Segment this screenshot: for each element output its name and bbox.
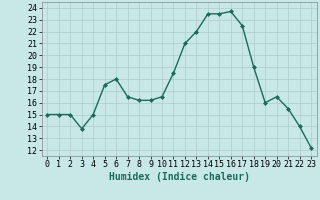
X-axis label: Humidex (Indice chaleur): Humidex (Indice chaleur)	[109, 172, 250, 182]
